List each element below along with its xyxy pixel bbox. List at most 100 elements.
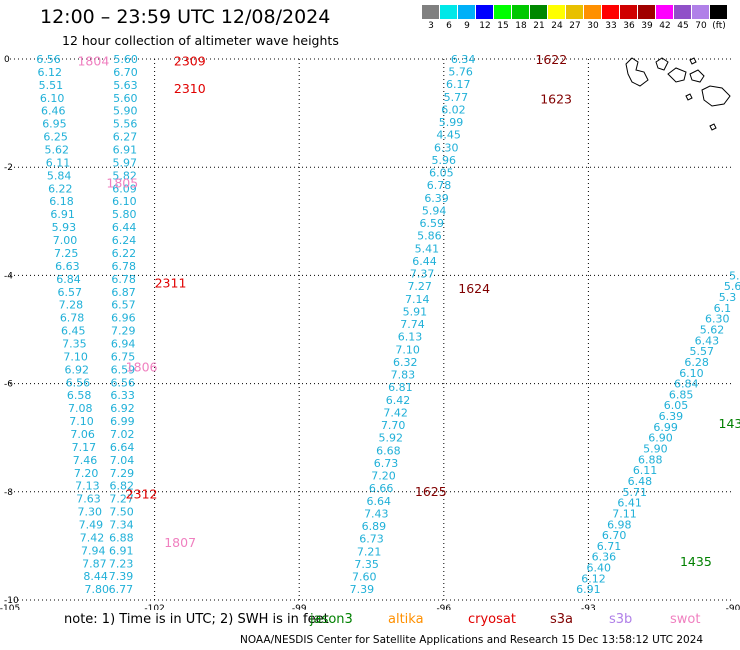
wave-height-value: 7.29 xyxy=(110,467,135,480)
legend-label: 45 xyxy=(677,21,689,31)
wave-height-value: 6.10 xyxy=(679,367,704,380)
wave-height-value: 5.91 xyxy=(403,305,428,318)
wave-height-value: 5.63 xyxy=(113,79,138,92)
time-label: 1435 xyxy=(680,554,712,569)
wave-height-value: 7.46 xyxy=(73,454,98,467)
wave-height-value: 7.27 xyxy=(407,280,432,293)
satellite-name: swot xyxy=(670,612,701,627)
wave-height-value: 7.35 xyxy=(62,337,87,350)
time-label: 1623 xyxy=(540,92,572,107)
time-label: 2311 xyxy=(155,276,187,291)
credit-line: NOAA/NESDIS Center for Satellite Applica… xyxy=(240,634,704,646)
wave-height-value: 5.60 xyxy=(113,92,138,105)
legend-label: 9 xyxy=(464,21,470,31)
wave-height-value: 6.78 xyxy=(111,273,136,286)
wave-height-value: 6.30 xyxy=(434,141,459,154)
wave-height-value: 7.10 xyxy=(395,343,420,356)
wave-height-value: 5.56 xyxy=(113,118,138,131)
legend-swatch xyxy=(602,5,619,19)
x-tick-label: -105 xyxy=(0,604,20,610)
map-title: 12:00 – 23:59 UTC 12/08/2024 xyxy=(40,6,331,28)
wave-height-value: 7.39 xyxy=(109,570,134,583)
wave-height-value: 7.02 xyxy=(110,428,135,441)
wave-height-value: 5.3 xyxy=(719,291,737,304)
wave-height-value: 7.63 xyxy=(76,493,101,506)
wave-height-value: 6.22 xyxy=(112,247,137,260)
wave-height-value: 6.70 xyxy=(602,529,627,542)
wave-height-value: 6.25 xyxy=(43,131,68,144)
wave-height-value: 5.97 xyxy=(112,156,137,169)
time-label: 1622 xyxy=(535,52,567,67)
map-subtitle: 12 hour collection of altimeter wave hei… xyxy=(62,33,339,48)
wave-height-value: 7.20 xyxy=(74,467,99,480)
wave-height-value: 6.45 xyxy=(61,325,86,338)
wave-height-value: 6.75 xyxy=(111,350,136,363)
wave-height-value: 6.34 xyxy=(451,53,476,66)
wave-height-value: 6.27 xyxy=(113,131,138,144)
wave-height-value: 7.42 xyxy=(80,531,105,544)
wave-height-values: 6.566.125.516.106.466.956.255.626.115.84… xyxy=(36,53,740,596)
legend-label: 27 xyxy=(569,21,581,31)
wave-height-value: 6.58 xyxy=(67,389,92,402)
wave-height-value: 7.35 xyxy=(354,558,379,571)
wave-height-value: 6.30 xyxy=(705,313,730,326)
time-label: 1807 xyxy=(164,535,196,550)
legend-swatch xyxy=(476,5,493,19)
wave-height-value: 7.04 xyxy=(110,454,135,467)
time-label: 1625 xyxy=(415,484,447,499)
wave-height-value: 6.90 xyxy=(648,432,673,445)
wave-height-value: 6.99 xyxy=(110,415,135,428)
legend-label: 3 xyxy=(428,21,434,31)
wave-height-value: 6.94 xyxy=(111,337,136,350)
time-label: 1434 xyxy=(719,416,740,431)
time-label: 2312 xyxy=(126,487,158,502)
wave-height-value: 6.88 xyxy=(638,453,663,466)
axis-tick-labels: -105 -102 -99 -96 -93 -90 0 -2 -4 -6 -8 -10 xyxy=(0,55,740,610)
legend-label: 6 xyxy=(446,21,452,31)
wave-height-value: 5.71 xyxy=(623,486,648,499)
wave-height-value: 7.42 xyxy=(383,406,408,419)
wave-height-value: 7.28 xyxy=(59,299,84,312)
wave-height-value: 7.10 xyxy=(69,415,94,428)
wave-height-value: 6.63 xyxy=(55,260,80,273)
wave-height-value: 6.92 xyxy=(65,363,90,376)
y-tick-label: 0 xyxy=(4,55,10,65)
y-tick-label: -10 xyxy=(4,596,19,606)
wave-height-value: 6.73 xyxy=(374,457,399,470)
wave-height-value: 5.57 xyxy=(690,345,715,358)
x-tick-label: -96 xyxy=(436,604,451,610)
wave-height-value: 7.49 xyxy=(79,519,104,532)
legend-label: 39 xyxy=(641,21,653,31)
legend-label: 42 xyxy=(659,21,671,31)
legend-swatch xyxy=(458,5,475,19)
legend-label: 12 xyxy=(479,21,491,31)
time-label: 2309 xyxy=(174,54,206,69)
wave-height-value: 6.91 xyxy=(113,144,138,157)
wave-height-value: 5.60 xyxy=(113,53,138,66)
time-label: 2310 xyxy=(174,81,206,96)
note-text: note: 1) Time is in UTC; 2) SWH is in fe… xyxy=(64,612,329,627)
wave-height-value: 7.74 xyxy=(400,318,425,331)
wave-height-value: 6.81 xyxy=(388,381,413,394)
wave-height-value: 6.12 xyxy=(581,572,606,585)
legend-swatch xyxy=(692,5,709,19)
wave-height-value: 7.17 xyxy=(72,441,97,454)
wave-height-value: 5.90 xyxy=(643,443,668,456)
legend-swatch xyxy=(566,5,583,19)
wave-height-value: 6.44 xyxy=(112,221,137,234)
time-label: 1804 xyxy=(77,54,109,69)
wave-height-value: 6.22 xyxy=(48,182,73,195)
wave-height-value: 7.34 xyxy=(109,519,134,532)
wave-height-value: 7.50 xyxy=(109,506,134,519)
wave-height-value: 5.94 xyxy=(422,204,447,217)
wave-height-value: 6.44 xyxy=(412,255,437,268)
wave-height-value: 6.91 xyxy=(576,583,601,596)
altimeter-map: 6.566.125.516.106.466.956.255.626.115.84… xyxy=(0,52,740,610)
wave-height-value: 6.33 xyxy=(110,389,135,402)
wave-height-value: 6.59 xyxy=(111,363,136,376)
wave-height-value: 6.96 xyxy=(111,312,136,325)
wave-height-value: 6.70 xyxy=(113,66,138,79)
wave-height-value: 6.91 xyxy=(50,208,75,221)
wave-height-value: 6.05 xyxy=(429,167,454,180)
wave-height-value: 7.20 xyxy=(371,470,396,483)
